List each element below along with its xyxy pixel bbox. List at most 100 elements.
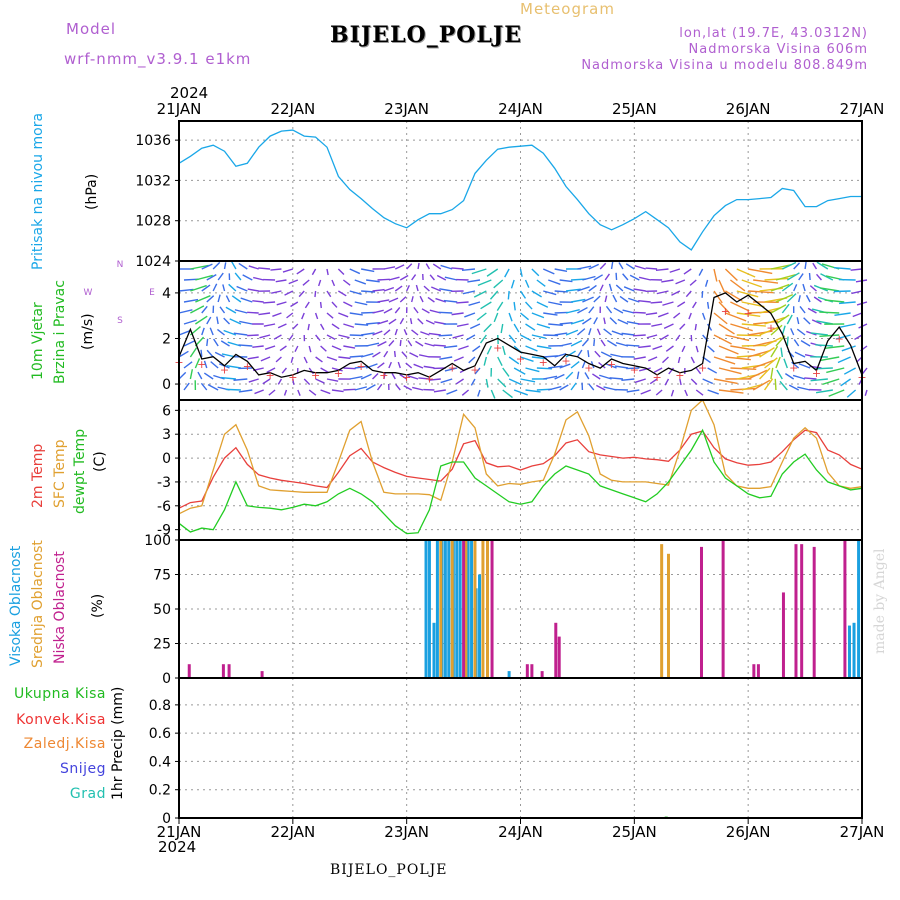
- wind-arrow: [770, 345, 779, 358]
- wind-arrow: [290, 356, 294, 363]
- wind-arrow: [618, 262, 624, 270]
- wind-arrow: [394, 306, 401, 314]
- x-tick-label-bottom: 24JAN: [498, 823, 543, 841]
- wind-arrow: [730, 301, 750, 312]
- wind-arrow: [354, 386, 368, 391]
- wind-arrow: [596, 328, 601, 336]
- y-tick-label: -3: [157, 475, 171, 491]
- wind-arrow: [786, 293, 797, 303]
- wind-arrow: [365, 384, 376, 391]
- wind-arrow: [824, 299, 845, 303]
- wind-arrow: [377, 299, 390, 303]
- wind-arrow: [337, 268, 345, 276]
- wind-arrow: [688, 312, 692, 320]
- wind-arrow: [418, 377, 430, 380]
- wind-arrow: [605, 305, 613, 314]
- wind-arrow: [577, 286, 590, 292]
- wind-arrow: [548, 365, 563, 369]
- wind-arrow: [802, 283, 806, 292]
- wind-arrow: [852, 312, 863, 318]
- wind-arrow: [603, 317, 606, 325]
- wind-arrow: [741, 323, 766, 327]
- wind-arrow: [349, 290, 362, 296]
- wind-arrow: [377, 278, 390, 281]
- wind-arrow: [690, 356, 695, 364]
- wind-arrow: [582, 296, 594, 303]
- wind-arrow: [183, 361, 193, 369]
- wind-arrow: [240, 297, 253, 303]
- niska-oblacnost-bar: [540, 671, 544, 678]
- visoka-oblacnost-bar: [507, 671, 511, 678]
- y-tick-label: 0: [162, 811, 171, 827]
- wind-arrow: [588, 284, 597, 292]
- wind-arrow: [677, 356, 681, 364]
- wind-arrow: [669, 268, 681, 273]
- wind-arrow: [690, 378, 698, 386]
- gust-marker: +: [584, 362, 593, 375]
- wind-arrow: [394, 285, 403, 292]
- wind-arrow: [206, 273, 217, 281]
- wind-arrow: [194, 315, 208, 325]
- wind-arrow: [736, 268, 756, 278]
- wind-arrow: [231, 261, 237, 270]
- wind-arrow: [851, 290, 863, 295]
- x-tick-label-top: 26JAN: [726, 100, 771, 118]
- niska-oblacnost-bar: [260, 671, 264, 678]
- wind-arrow: [770, 324, 783, 336]
- wind-arrow: [661, 279, 674, 283]
- wind-arrow: [811, 319, 822, 325]
- wind-arrow: [486, 345, 492, 355]
- wind-arrow: [225, 295, 231, 303]
- wind-arrow: [417, 318, 424, 325]
- wind-arrow: [432, 263, 442, 270]
- niska-oblacnost-bar: [699, 546, 703, 678]
- wind-arrow: [271, 290, 282, 294]
- mid-cloud-axis-label: Srednja Oblacnost: [30, 540, 46, 668]
- wind-arrow: [576, 328, 586, 336]
- wind-arrow: [213, 338, 219, 347]
- wind-arrow: [178, 329, 191, 336]
- wind-arrow: [297, 389, 301, 396]
- wind-arrow: [713, 268, 718, 282]
- wind-arrow: [258, 312, 271, 316]
- wind-arrow: [209, 327, 214, 336]
- niska-oblacnost-bar: [530, 664, 534, 678]
- visoka-oblacnost-bar: [455, 540, 459, 678]
- wind-arrow: [671, 290, 681, 296]
- wind-arrow: [429, 274, 435, 281]
- wind-arrow: [843, 367, 856, 375]
- gust-marker: +: [402, 371, 411, 384]
- wind-arrow: [489, 290, 499, 300]
- wind-arrow: [610, 261, 614, 270]
- wind-arrow: [675, 334, 681, 342]
- wind-arrow: [826, 367, 845, 374]
- wind-arrow: [206, 316, 212, 325]
- wind-arrow: [458, 345, 469, 351]
- wind-arrow: [253, 276, 264, 281]
- wind-arrow: [692, 301, 697, 309]
- wind-arrow: [707, 367, 718, 374]
- niska-oblacnost-bar: [843, 540, 847, 678]
- wind-arrow: [201, 327, 205, 336]
- wind-arrow: [577, 265, 592, 270]
- wind-arrow: [467, 279, 481, 283]
- wind-arrow: [775, 273, 796, 281]
- wind-arrow: [201, 305, 208, 314]
- wind-arrow: [786, 272, 800, 281]
- wind-arrow: [493, 279, 504, 289]
- wind-arrow: [419, 295, 424, 303]
- wind-arrow: [662, 301, 674, 306]
- wind-arrow: [513, 323, 520, 333]
- precip-panel-frame: [178, 677, 863, 819]
- wind-arrow: [713, 312, 728, 325]
- wind-arrow: [410, 296, 414, 303]
- wind-arrow: [577, 306, 588, 314]
- wind-arrow: [718, 279, 726, 293]
- gust-marker: +: [448, 362, 457, 375]
- wind-arrow: [793, 284, 798, 292]
- wind-arrow: [331, 345, 342, 351]
- wind-arrow: [500, 323, 504, 334]
- wind-arrow: [421, 308, 430, 314]
- wind-arrow: [713, 356, 736, 365]
- wind-arrow: [763, 378, 774, 391]
